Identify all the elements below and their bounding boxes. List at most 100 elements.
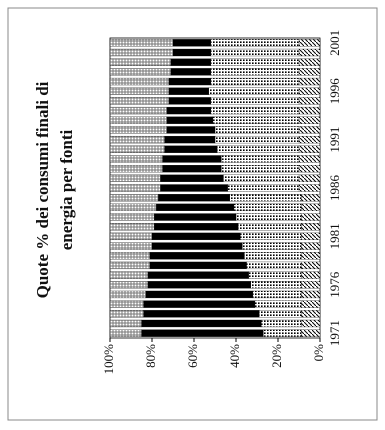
bar-segment [170, 68, 211, 76]
bar-segment [109, 106, 167, 115]
bar-segment [300, 300, 321, 308]
bar-segment [210, 106, 300, 115]
bar-segment [250, 281, 302, 289]
bar-segment [166, 106, 211, 115]
bar-segment [298, 116, 321, 124]
bar-segment [300, 310, 321, 318]
bar-segment [216, 145, 300, 153]
bar-segment [300, 281, 321, 289]
bar-segment [210, 58, 300, 66]
bar-segment [263, 329, 302, 337]
bar-segment [233, 203, 302, 211]
bar-segment [109, 68, 172, 76]
bar-segment [109, 39, 174, 47]
x-tick-label: 1986 [327, 175, 342, 202]
bar-segment [248, 271, 302, 279]
bar-segment [143, 300, 256, 308]
bar-segment [109, 58, 172, 66]
bar-segment [210, 48, 300, 57]
bar-segment [149, 261, 247, 270]
chart-title: Quote % dei consumi finali di [33, 81, 52, 298]
bar-segment [298, 97, 321, 105]
bar-segment [109, 116, 167, 124]
bar-segment [166, 126, 216, 134]
bar-segment [141, 329, 264, 337]
bar-segment [160, 184, 228, 192]
bar-segment [109, 223, 155, 231]
bar-segment [298, 68, 321, 76]
frame [7, 7, 378, 421]
bar-segment [298, 87, 321, 95]
x-tick-label: 1976 [327, 271, 342, 298]
bar-segment [109, 281, 148, 289]
bar-segment [153, 223, 239, 231]
bar-segment [109, 310, 144, 318]
bar-segment [298, 165, 321, 173]
bar-segment [300, 203, 321, 211]
bar-segment [242, 242, 302, 250]
bar-segment [109, 194, 159, 202]
bar-segment [109, 261, 151, 270]
bar-segment [214, 135, 300, 144]
bar-segment [254, 300, 302, 308]
bar-segment [235, 213, 302, 221]
y-tick-label: 0% [311, 344, 326, 362]
bar-segment [172, 39, 211, 47]
bar-segment [158, 194, 230, 202]
bar-segment [298, 184, 321, 192]
bar-segment [300, 213, 321, 221]
bar-segment [109, 213, 155, 221]
bar-segment [164, 145, 218, 153]
bar-segment [298, 58, 321, 66]
bar-segment [298, 174, 321, 182]
bar-segment [147, 271, 249, 279]
bar-segment [109, 242, 153, 250]
bar-segment [300, 232, 321, 241]
bar-segment [244, 252, 302, 260]
bar-segment [300, 290, 321, 299]
bar-segment [298, 126, 321, 134]
bar-segment [210, 97, 300, 105]
bar-segment [160, 174, 224, 182]
bar-segment [298, 39, 321, 47]
bar-segment [227, 184, 300, 192]
bar-segment [109, 126, 167, 134]
bar-segment [298, 155, 321, 163]
bar-segment [258, 310, 302, 318]
x-tick-label: 1981 [327, 223, 342, 249]
bar-segment [210, 39, 300, 47]
bar-segment [298, 48, 321, 57]
bar-segment [208, 87, 300, 95]
plot: Quote % dei consumi finali di energia pe… [33, 30, 342, 375]
bar-segment [210, 77, 300, 86]
y-tick-label: 100% [101, 344, 116, 375]
bar-segment [210, 68, 300, 76]
bar-segment [221, 155, 300, 163]
bar-segment [109, 319, 142, 328]
bar-segment [109, 174, 161, 182]
bar-segment [109, 300, 144, 308]
bar-segment [300, 194, 321, 202]
bar-segment [168, 77, 211, 86]
bar-segment [109, 97, 169, 105]
bar-segment [229, 194, 302, 202]
bar-segment [298, 77, 321, 86]
bar-segment [168, 97, 211, 105]
bar-segment [300, 223, 321, 231]
bar-segment [300, 252, 321, 260]
bar-segment [109, 87, 169, 95]
y-tick-label: 20% [269, 344, 284, 368]
bar-segment [237, 223, 302, 231]
bar-segment [143, 310, 260, 318]
chart-title: energia per fonti [57, 129, 76, 250]
bar-segment [151, 232, 241, 241]
bar-segment [147, 281, 251, 289]
bar-segment [109, 184, 161, 192]
bar-segment [153, 213, 237, 221]
bar-segment [240, 232, 302, 241]
bar-segment [172, 48, 211, 57]
x-tick-label: 1991 [327, 127, 342, 153]
x-tick-label: 1971 [327, 320, 342, 346]
bar-segment [156, 203, 235, 211]
